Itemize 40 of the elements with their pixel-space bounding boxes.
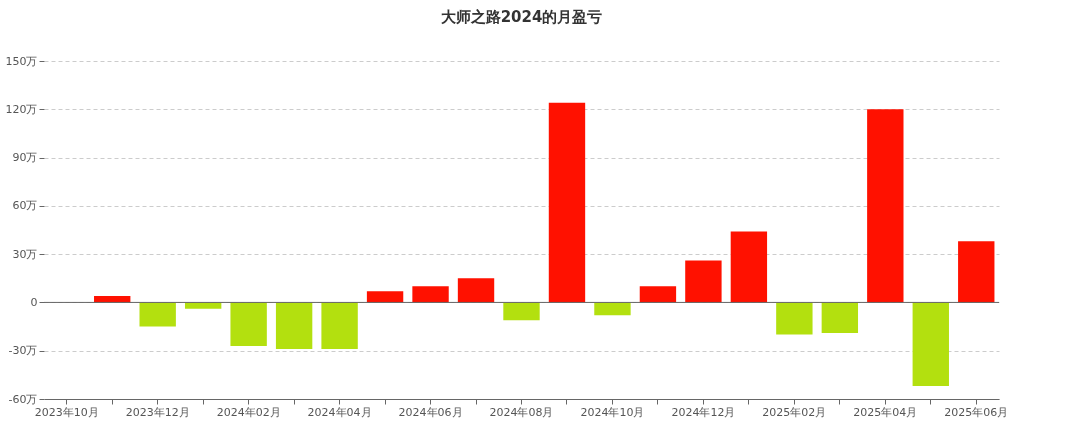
x-tick-label: 2024年04月 bbox=[307, 405, 372, 419]
bar bbox=[685, 260, 722, 303]
x-tick-label: 2025年04月 bbox=[853, 405, 918, 419]
x-tick-label: 2024年10月 bbox=[580, 405, 645, 419]
bar bbox=[366, 291, 404, 303]
bar bbox=[230, 302, 267, 346]
bar bbox=[321, 302, 358, 350]
y-tick-label: 150万 bbox=[5, 54, 38, 68]
bar bbox=[912, 302, 949, 387]
bar bbox=[730, 231, 768, 303]
bar bbox=[94, 295, 131, 303]
y-tick-label: 120万 bbox=[5, 102, 38, 116]
x-tick-label: 2024年06月 bbox=[398, 405, 463, 419]
bar bbox=[412, 286, 449, 303]
x-tick-label: 2024年12月 bbox=[671, 405, 736, 419]
y-tick-label: 0 bbox=[30, 295, 38, 309]
x-tick-label: 2024年08月 bbox=[489, 405, 554, 419]
bar bbox=[184, 302, 222, 309]
x-tick-label: 2024年02月 bbox=[216, 405, 281, 419]
y-tick-label: 60万 bbox=[12, 199, 38, 213]
x-tick-label: 2025年02月 bbox=[762, 405, 827, 419]
bar bbox=[503, 302, 540, 321]
x-tick-label: 2023年12月 bbox=[125, 405, 190, 419]
bar bbox=[275, 302, 313, 350]
bar bbox=[548, 102, 586, 303]
y-tick-label: 30万 bbox=[12, 247, 38, 261]
bar bbox=[821, 302, 859, 334]
x-tick-label: 2025年06月 bbox=[944, 405, 1009, 419]
chart-title: 大师之路2024的月盈亏 bbox=[440, 8, 603, 26]
bar bbox=[867, 109, 904, 303]
bar bbox=[457, 278, 495, 303]
bar bbox=[958, 241, 995, 303]
bar bbox=[139, 302, 176, 327]
bar bbox=[639, 286, 677, 303]
bar bbox=[776, 302, 813, 335]
x-tick-label: 2023年10月 bbox=[34, 405, 99, 419]
y-tick-label: 90万 bbox=[12, 151, 38, 165]
y-tick-label: -30万 bbox=[8, 344, 38, 358]
y-tick-label: -60万 bbox=[8, 392, 38, 406]
bar bbox=[594, 302, 631, 316]
